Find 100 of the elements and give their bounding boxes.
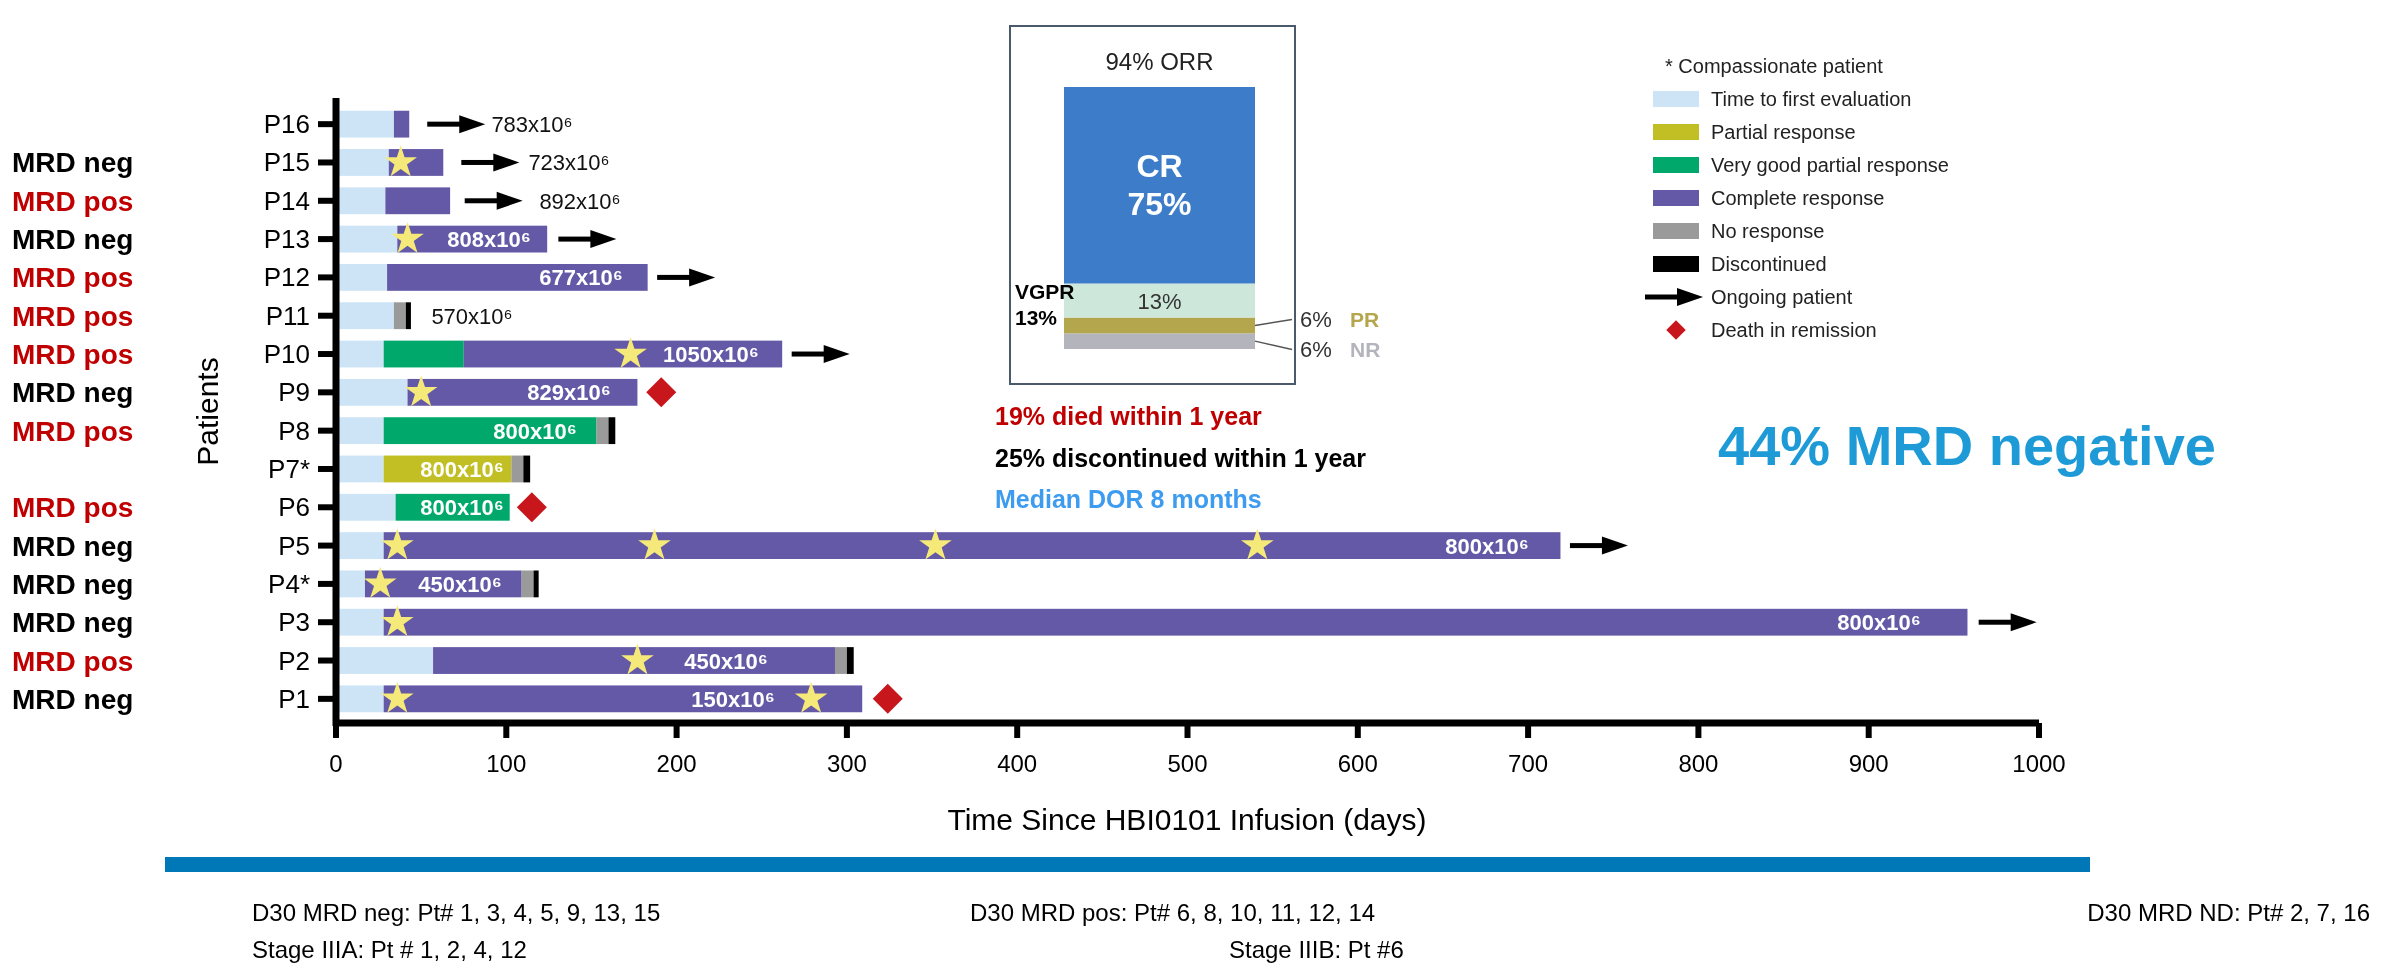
annotation: 800x10⁶: [493, 418, 577, 444]
y-tick-label: P11: [265, 300, 310, 331]
bar: [393, 302, 406, 330]
x-tick-label: 300: [826, 750, 867, 777]
annotation: 723x10⁶: [528, 150, 610, 176]
data-label: 13%: [1137, 288, 1182, 314]
bar: [533, 570, 539, 598]
legend-label: Complete response: [1711, 187, 1885, 209]
text: MRD pos: [12, 492, 134, 524]
x-tick-label: 200: [656, 750, 697, 777]
text: MRD pos: [12, 645, 134, 677]
chart-title: 94% ORR: [1105, 48, 1214, 75]
annotation: 570x10⁶: [431, 303, 513, 329]
bar: [385, 187, 451, 215]
text: D30 MRD neg: Pt# 1, 3, 4, 5, 9, 13, 15: [252, 899, 661, 926]
bar: [511, 455, 524, 483]
legend-label: Ongoing patient: [1711, 286, 1853, 308]
bar: [1064, 87, 1255, 284]
y-tick-label: P9: [278, 377, 310, 408]
y-tick-label: P6: [278, 492, 310, 523]
annotation: 1050x10⁶: [663, 342, 759, 368]
legend-label: No response: [1711, 220, 1825, 242]
annotation: 25% discontinued within 1 year: [995, 444, 1367, 472]
data-label: 6%: [1300, 337, 1332, 363]
x-tick-label: 900: [1848, 750, 1889, 777]
legend-label: Time to first evaluation: [1711, 88, 1912, 110]
y-tick-label: P13: [263, 224, 310, 255]
legend-label: Partial response: [1711, 121, 1856, 143]
bar: [405, 302, 411, 330]
text: MRD pos: [12, 185, 134, 217]
bar: [523, 455, 531, 483]
annotation: 808x10⁶: [447, 227, 531, 253]
text: MRD pos: [12, 262, 134, 294]
annotation: 783x10⁶: [491, 112, 573, 138]
x-tick-label: 1000: [2012, 750, 2066, 777]
bar: [383, 685, 863, 713]
series-label: VGPR: [1015, 279, 1075, 303]
x-tick-label: 400: [997, 750, 1038, 777]
text: MRD neg: [12, 607, 134, 639]
annotation: 800x10⁶: [1445, 533, 1529, 559]
text: MRD neg: [12, 530, 134, 562]
y-tick-label: P1: [278, 683, 310, 714]
annotation: 44% MRD negative: [1718, 414, 2216, 477]
text: PR: [1350, 308, 1380, 332]
bar: [383, 340, 464, 368]
series-label: CR: [1136, 148, 1183, 185]
annotation: 800x10⁶: [420, 495, 504, 521]
text: D30 MRD ND: Pt# 2, 7, 16: [2087, 899, 2370, 926]
annotation: 19% died within 1 year: [995, 402, 1263, 430]
text: MRD pos: [12, 415, 134, 447]
x-axis-title: Time Since HBI0101 Infusion (days): [947, 803, 1427, 836]
bar: [1064, 333, 1255, 349]
y-tick-label: P15: [263, 147, 310, 178]
y-tick-label: P16: [263, 109, 310, 140]
annotation: 800x10⁶: [420, 456, 504, 482]
annotation: 677x10⁶: [539, 265, 623, 291]
y-tick-label: P8: [278, 415, 310, 446]
x-tick-label: 100: [486, 750, 527, 777]
bar: [596, 417, 609, 445]
x-tick-label: 0: [329, 750, 343, 777]
text: 13%: [1015, 305, 1058, 329]
annotation: 450x10⁶: [418, 571, 502, 597]
y-tick-label: P3: [278, 607, 310, 638]
y-tick-label: P4*: [268, 568, 310, 599]
text: MRD neg: [12, 147, 134, 179]
text: MRD pos: [12, 339, 134, 371]
bar: [1064, 317, 1255, 334]
annotation: 829x10⁶: [527, 380, 611, 406]
bar: [521, 570, 534, 598]
annotation: 150x10⁶: [691, 686, 775, 712]
bar: [846, 647, 854, 674]
legend-label: Death in remission: [1711, 319, 1877, 341]
text: Stage IIIB: Pt #6: [1229, 936, 1404, 963]
annotation: Median DOR 8 months: [995, 485, 1262, 513]
text: NR: [1350, 338, 1381, 362]
text: MRD neg: [12, 683, 134, 715]
text: D30 MRD pos: Pt# 6, 8, 10, 11, 12, 14: [970, 899, 1376, 926]
text: MRD neg: [12, 377, 134, 409]
y-tick-label: P10: [263, 339, 310, 370]
text: MRD neg: [12, 224, 134, 256]
bar: [393, 110, 410, 138]
text: Stage IIIA: Pt # 1, 2, 4, 12: [252, 936, 527, 963]
bar: [433, 647, 835, 674]
y-tick-label: P12: [263, 262, 310, 293]
y-tick-label: P7*: [268, 453, 310, 484]
legend-label: Discontinued: [1711, 253, 1827, 275]
y-tick-label: P2: [278, 645, 310, 676]
y-tick-label: P14: [263, 185, 310, 216]
legend-label: Very good partial response: [1711, 154, 1949, 176]
text: MRD pos: [12, 300, 134, 332]
annotation: 800x10⁶: [1837, 610, 1921, 636]
y-axis-title: Patients: [191, 357, 224, 466]
x-tick-label: 700: [1508, 750, 1549, 777]
data-label: 6%: [1300, 307, 1332, 333]
bar: [383, 608, 1968, 636]
bar: [387, 264, 648, 291]
text: * Compassionate patient: [1665, 55, 1884, 77]
bar: [608, 417, 616, 445]
text: MRD neg: [12, 568, 134, 600]
bar: [834, 647, 847, 674]
